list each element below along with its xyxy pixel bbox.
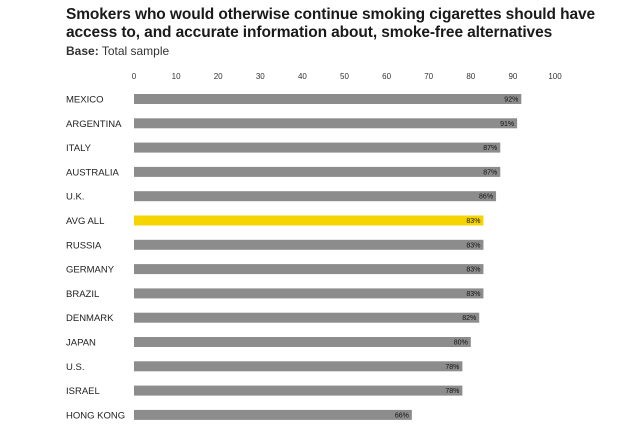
x-tick-label: 60 [382, 72, 391, 81]
value-label: 66% [395, 412, 409, 419]
x-tick-label: 20 [214, 72, 223, 81]
bar [134, 361, 463, 372]
bar [134, 215, 484, 226]
value-label: 83% [466, 291, 480, 298]
x-tick-label: 100 [548, 72, 562, 81]
category-label: ISRAEL [66, 386, 100, 397]
bar [134, 239, 484, 250]
category-label: DENMARK [66, 313, 114, 324]
category-label: RUSSIA [66, 240, 102, 251]
value-label: 78% [445, 364, 459, 371]
category-label: AUSTRALIA [66, 167, 119, 178]
value-label: 78% [445, 388, 459, 395]
category-label: HONG KONG [66, 410, 125, 421]
base-value: Total sample [101, 44, 170, 58]
category-label: GERMANY [66, 265, 115, 276]
category-label: ARGENTINA [66, 119, 122, 130]
x-tick-label: 40 [298, 72, 307, 81]
x-tick-label: 30 [256, 72, 265, 81]
bar [134, 94, 522, 104]
value-label: 83% [466, 242, 480, 249]
bar [134, 166, 501, 177]
x-tick-label: 10 [172, 72, 181, 81]
value-label: 91% [500, 121, 514, 128]
value-label: 83% [466, 218, 480, 225]
value-label: 80% [454, 340, 468, 347]
bar [134, 409, 412, 420]
bar [134, 288, 484, 299]
category-label: BRAZIL [66, 289, 99, 300]
value-label: 86% [479, 194, 493, 201]
bar [134, 385, 463, 396]
bar [134, 337, 471, 347]
x-tick-label: 0 [132, 72, 137, 81]
x-tick-label: 70 [424, 72, 433, 81]
category-label: U.S. [66, 362, 84, 373]
category-label: MEXICO [66, 95, 103, 106]
chart-title: Smokers who would otherwise continue smo… [66, 6, 596, 41]
bar [134, 118, 518, 129]
value-label: 83% [466, 267, 480, 274]
bar [134, 191, 497, 202]
base-label: Base: [66, 44, 99, 58]
x-tick-label: 50 [340, 72, 349, 81]
category-label: ITALY [66, 143, 92, 154]
value-label: 92% [504, 97, 518, 104]
bar [134, 142, 501, 153]
category-label: JAPAN [66, 338, 96, 349]
chart-subtitle: Base: Total sample [66, 44, 169, 58]
value-label: 87% [483, 145, 497, 152]
category-label: U.K. [66, 192, 84, 203]
category-label: AVG ALL [66, 216, 104, 227]
bar [134, 264, 484, 275]
x-tick-label: 80 [466, 72, 475, 81]
bar [134, 312, 480, 323]
value-label: 87% [483, 169, 497, 176]
x-tick-label: 90 [508, 72, 517, 81]
value-label: 82% [462, 315, 476, 322]
